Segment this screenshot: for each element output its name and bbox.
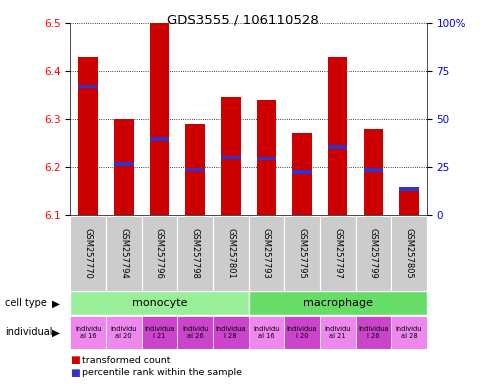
Text: individua
l 21: individua l 21 bbox=[144, 326, 174, 339]
Text: individua
l 28: individua l 28 bbox=[215, 326, 245, 339]
Bar bbox=[150, 23, 169, 215]
Bar bbox=[391, 216, 426, 291]
Bar bbox=[150, 137, 169, 141]
Bar bbox=[212, 216, 248, 291]
Bar bbox=[106, 316, 141, 349]
Bar bbox=[319, 316, 355, 349]
Bar bbox=[70, 291, 248, 315]
Text: cell type: cell type bbox=[5, 298, 46, 308]
Text: individu
al 21: individu al 21 bbox=[324, 326, 350, 339]
Bar bbox=[327, 145, 347, 149]
Bar bbox=[390, 316, 426, 349]
Text: GSM257801: GSM257801 bbox=[226, 228, 235, 279]
Bar bbox=[398, 187, 418, 191]
Text: GSM257799: GSM257799 bbox=[368, 228, 377, 279]
Text: GDS3555 / 106110528: GDS3555 / 106110528 bbox=[166, 13, 318, 26]
Text: ▶: ▶ bbox=[52, 327, 60, 338]
Text: GSM257798: GSM257798 bbox=[190, 228, 199, 279]
Text: GSM257794: GSM257794 bbox=[119, 228, 128, 279]
Bar bbox=[363, 168, 382, 172]
Bar bbox=[70, 316, 106, 349]
Bar bbox=[398, 191, 418, 215]
Bar bbox=[185, 124, 204, 215]
Bar bbox=[355, 216, 390, 291]
Text: individu
al 16: individu al 16 bbox=[75, 326, 101, 339]
Bar bbox=[248, 291, 426, 315]
Text: individu
al 20: individu al 20 bbox=[110, 326, 136, 339]
Bar bbox=[114, 119, 133, 215]
Bar bbox=[284, 316, 319, 349]
Text: monocyte: monocyte bbox=[132, 298, 187, 308]
Text: GSM257805: GSM257805 bbox=[404, 228, 413, 279]
Text: GSM257797: GSM257797 bbox=[333, 228, 342, 279]
Bar bbox=[114, 162, 133, 166]
Bar bbox=[78, 84, 98, 88]
Text: GSM257770: GSM257770 bbox=[83, 228, 92, 279]
Text: individu
al 16: individu al 16 bbox=[253, 326, 279, 339]
Bar bbox=[292, 134, 311, 215]
Bar bbox=[177, 316, 212, 349]
Text: transformed count: transformed count bbox=[82, 356, 170, 365]
Text: individu
al 26: individu al 26 bbox=[182, 326, 208, 339]
Text: GSM257793: GSM257793 bbox=[261, 228, 271, 279]
Bar bbox=[256, 157, 275, 160]
Bar bbox=[212, 316, 248, 349]
Bar bbox=[327, 57, 347, 215]
Bar bbox=[256, 100, 275, 215]
Bar bbox=[141, 316, 177, 349]
Bar bbox=[78, 57, 98, 215]
Text: ■: ■ bbox=[70, 355, 80, 365]
Bar bbox=[177, 216, 212, 291]
Bar bbox=[355, 316, 390, 349]
Text: GSM257795: GSM257795 bbox=[297, 228, 306, 279]
Text: individu
al 28: individu al 28 bbox=[395, 326, 421, 339]
Text: individual: individual bbox=[5, 327, 52, 338]
Text: individua
l 26: individua l 26 bbox=[357, 326, 388, 339]
Text: macrophage: macrophage bbox=[302, 298, 372, 308]
Bar bbox=[221, 98, 240, 215]
Bar bbox=[248, 316, 284, 349]
Bar bbox=[284, 216, 319, 291]
Bar bbox=[248, 216, 284, 291]
Text: percentile rank within the sample: percentile rank within the sample bbox=[82, 368, 242, 377]
Bar bbox=[292, 170, 311, 174]
Bar bbox=[363, 129, 382, 215]
Text: individua
l 20: individua l 20 bbox=[286, 326, 317, 339]
Bar bbox=[221, 156, 240, 159]
Text: GSM257796: GSM257796 bbox=[154, 228, 164, 279]
Bar bbox=[141, 216, 177, 291]
Text: ▶: ▶ bbox=[52, 298, 60, 308]
Bar bbox=[185, 167, 204, 171]
Text: ■: ■ bbox=[70, 368, 80, 378]
Bar bbox=[70, 216, 106, 291]
Bar bbox=[319, 216, 355, 291]
Bar bbox=[106, 216, 141, 291]
